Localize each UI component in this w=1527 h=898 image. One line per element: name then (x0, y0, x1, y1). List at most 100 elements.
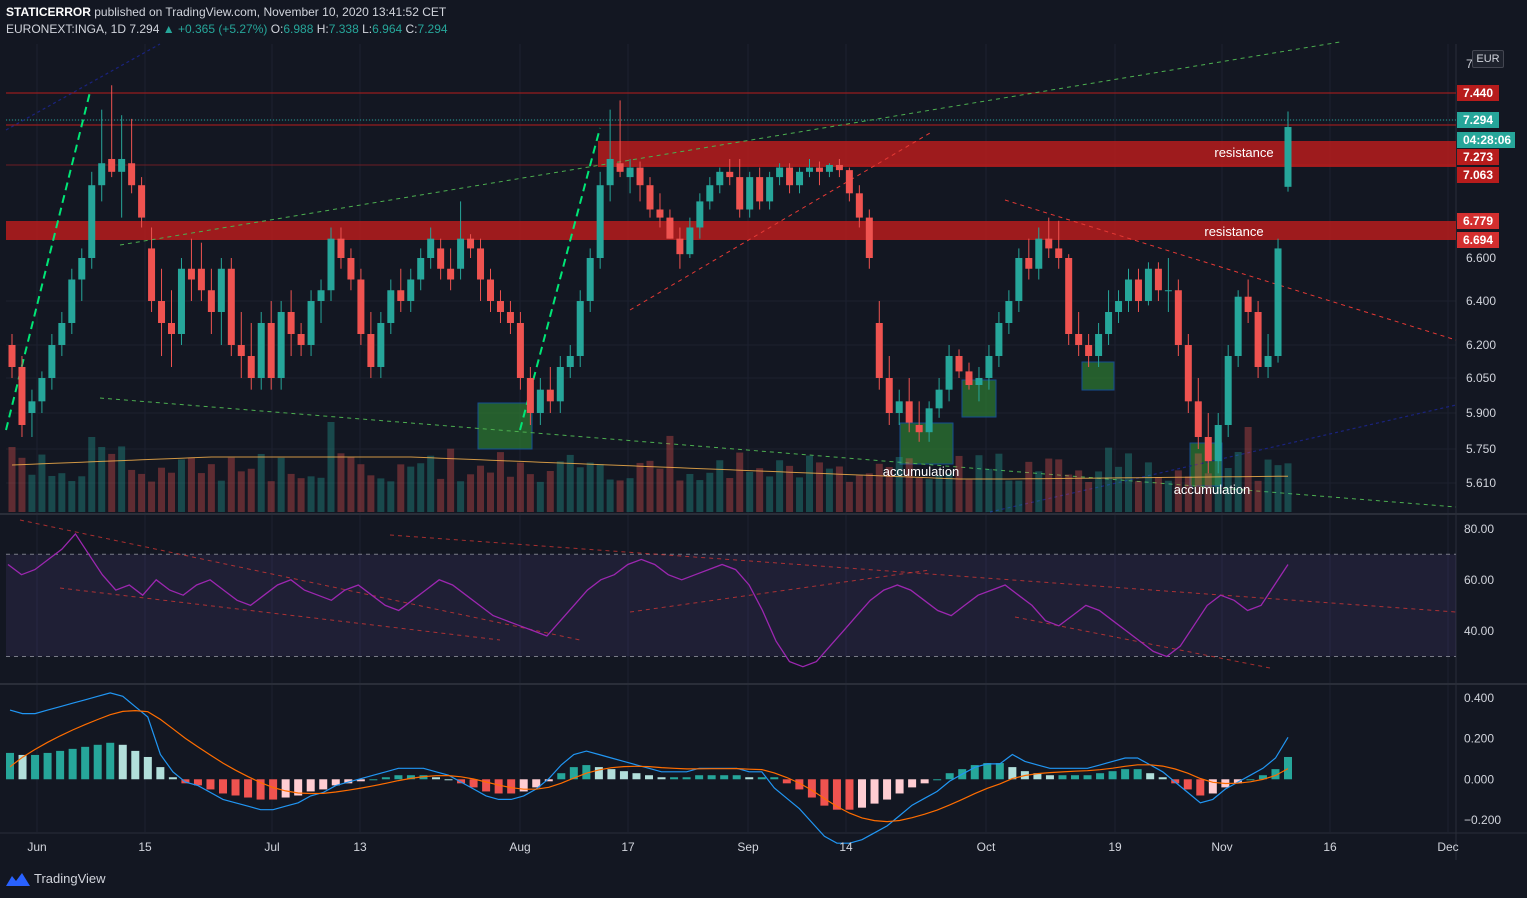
volume-bar (1105, 447, 1113, 512)
candle-body (1075, 334, 1083, 345)
candle-body (1194, 401, 1202, 437)
close-value: 7.294 (417, 22, 448, 36)
price-badge (1457, 213, 1499, 229)
volume-bar (48, 475, 56, 512)
volume-bar (855, 475, 863, 512)
candle-body (1184, 345, 1192, 402)
volume-bar (227, 457, 235, 512)
volume-bar (58, 473, 66, 512)
volume-bar (835, 466, 843, 512)
volume-bar (138, 473, 146, 512)
time-axis-label: Jul (264, 840, 279, 854)
candle-body (1144, 268, 1152, 301)
macd-histogram-bar (143, 756, 152, 780)
candle-body (766, 177, 774, 202)
candle-body (58, 323, 66, 345)
volume-bar (1125, 453, 1132, 512)
volume-bar (1244, 427, 1252, 512)
macd-histogram-bar (81, 746, 90, 780)
volume-bar (845, 481, 853, 512)
macd-histogram-bar (1146, 773, 1155, 780)
currency-button[interactable]: EUR (1472, 50, 1504, 68)
volume-bar (417, 463, 425, 512)
publisher-name[interactable]: STATICERROR (6, 5, 91, 19)
price-badge-text: 6.694 (1463, 233, 1493, 247)
macd-histogram-bar (519, 779, 528, 792)
accumulation-box (1081, 361, 1115, 391)
resistance-label: resistance (1214, 145, 1273, 160)
candle-body (945, 356, 953, 390)
volume-bar (636, 462, 644, 512)
macd-histogram-bar (294, 779, 303, 796)
open-value: 6.988 (283, 22, 314, 36)
candle-body (227, 268, 235, 345)
macd-histogram-bar (281, 779, 290, 798)
candle-body (1164, 290, 1172, 292)
price-change: ▲ +0.365 (+5.27%) (162, 22, 268, 36)
candle-body (546, 389, 554, 402)
candle-body (915, 425, 923, 433)
volume-bar (1085, 481, 1093, 512)
volume-bar (168, 472, 175, 512)
channel-top-line (119, 41, 1341, 246)
candle-body (197, 268, 205, 291)
macd-histogram-bar (1071, 775, 1079, 780)
candle-body (277, 312, 285, 378)
volume-bar (1274, 465, 1282, 512)
volume-bar (626, 478, 634, 512)
macd-histogram-bar (569, 767, 578, 780)
volume-bar (676, 480, 684, 512)
channel-bottom-line (99, 397, 1457, 508)
macd-histogram-bar (657, 777, 666, 780)
volume-bar (1055, 459, 1063, 512)
symbol-label[interactable]: EURONEXT:INGA, 1D (6, 22, 127, 36)
volume-bar (177, 459, 185, 512)
candle-body (267, 323, 275, 378)
macd-histogram-bar (619, 771, 628, 780)
candle-body (427, 238, 435, 258)
macd-histogram-bar (319, 779, 328, 790)
candle-body (337, 238, 345, 258)
macd-histogram-bar (720, 775, 729, 780)
candle-body (1254, 312, 1262, 367)
candle-body (1154, 268, 1162, 291)
volume-bar (187, 457, 195, 512)
volume-bar (975, 455, 983, 512)
volume-bar (1025, 461, 1033, 512)
tradingview-brand[interactable]: TradingView (6, 871, 106, 886)
volume-bar (197, 473, 205, 512)
candle-body (1115, 301, 1123, 312)
macd-histogram-bar (732, 775, 741, 780)
macd-histogram-bar (1271, 769, 1280, 780)
candle-body (586, 258, 594, 301)
volume-bar (496, 452, 504, 512)
time-axis-label: 17 (621, 840, 635, 854)
candle-body (676, 238, 684, 255)
price-axis-label: 5.900 (1466, 406, 1496, 420)
macd-histogram-bar (908, 779, 917, 788)
macd-histogram-bar (106, 742, 115, 780)
candle-body (68, 279, 76, 323)
candle-body (1065, 258, 1073, 334)
volume-bar (985, 468, 993, 512)
macd-histogram (6, 742, 1292, 810)
candle-body (1125, 279, 1132, 301)
candle-body (706, 185, 714, 202)
candle-body (88, 185, 96, 258)
macd-histogram-bar (1096, 773, 1105, 780)
candle-body (1214, 425, 1222, 462)
volume-bars (8, 422, 1292, 512)
candle-body (307, 301, 315, 345)
volume-bar (935, 475, 943, 512)
time-axis-label: Dec (1437, 840, 1458, 854)
candle-body (875, 323, 883, 378)
rsi-trend-line (389, 534, 1457, 613)
candle-body (736, 177, 744, 210)
candle-body (806, 167, 813, 172)
volume-bar (616, 480, 624, 512)
accumulation-box (477, 402, 533, 450)
candle-body (207, 290, 215, 312)
time-axis-label: Oct (977, 840, 996, 854)
macd-histogram-bar (1208, 779, 1217, 794)
